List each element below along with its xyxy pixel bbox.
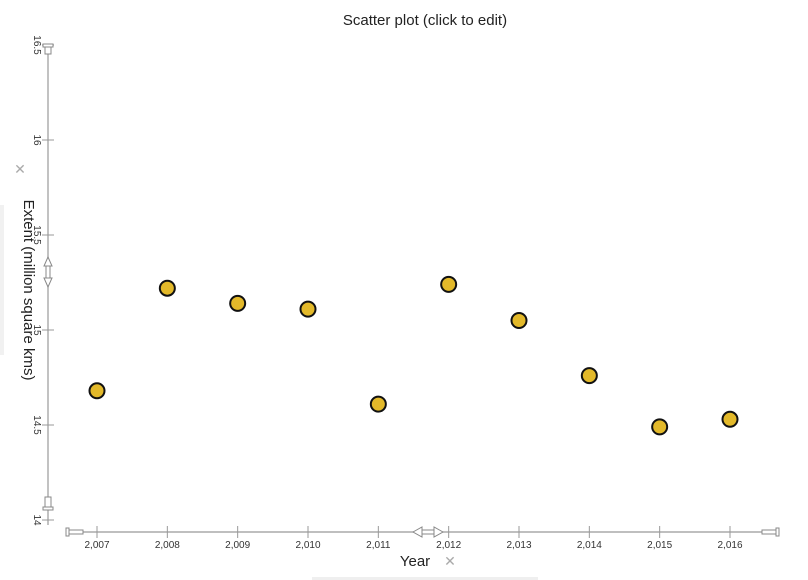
y-axis-label[interactable]: Extent (million square kms) (20, 200, 37, 381)
x-tick-label: 2,014 (577, 540, 602, 551)
x-tick-label: 2,013 (506, 540, 531, 551)
x-tick-label: 2,009 (225, 540, 250, 551)
data-point[interactable] (651, 418, 669, 436)
x-tick-label: 2,015 (647, 540, 672, 551)
data-point[interactable] (158, 279, 176, 297)
data-point[interactable] (369, 395, 387, 413)
data-point[interactable] (88, 382, 106, 400)
x-tick-label: 2,012 (436, 540, 461, 551)
data-point[interactable] (299, 300, 317, 318)
y-axis-bottom-handle-icon[interactable] (42, 496, 54, 511)
bottom-edge-tab (312, 577, 538, 580)
x-axis-ticks: 2,007 2,008 2,009 2,010 2,011 2,012 2,013 2,014… (84, 526, 743, 551)
y-tick-label: 15 (31, 324, 42, 336)
data-point[interactable] (580, 367, 598, 385)
y-axis-top-handle-icon[interactable] (42, 43, 54, 55)
data-point[interactable] (229, 294, 247, 312)
chart-title[interactable]: Scatter plot (click to edit) (343, 12, 507, 29)
data-point[interactable] (510, 312, 528, 329)
x-axis-right-handle-icon[interactable] (761, 527, 780, 537)
x-axis-left-handle-icon[interactable] (65, 527, 84, 537)
left-edge-tab (0, 205, 4, 355)
x-tick-label: 2,016 (717, 540, 742, 551)
data-point[interactable] (721, 410, 739, 428)
y-tick-label: 16 (31, 134, 42, 146)
x-axis-label[interactable]: Year (400, 553, 430, 570)
x-tick-label: 2,011 (366, 540, 391, 551)
data-point[interactable] (440, 275, 458, 293)
x-tick-label: 2,007 (84, 540, 109, 551)
y-tick-label: 14.5 (31, 415, 42, 435)
y-axis-move-handle-icon[interactable] (43, 255, 53, 289)
y-tick-label: 14 (31, 514, 42, 526)
x-axis-move-handle-icon[interactable] (411, 526, 445, 538)
data-points (88, 275, 739, 436)
x-tick-label: 2,010 (295, 540, 320, 551)
x-tick-label: 2,008 (155, 540, 180, 551)
remove-x-axis-label-icon[interactable]: ✕ (444, 553, 456, 569)
remove-y-axis-label-icon[interactable]: ✕ (14, 161, 26, 177)
y-tick-label: 16.5 (31, 35, 42, 55)
y-tick-label: 15.5 (31, 225, 42, 245)
